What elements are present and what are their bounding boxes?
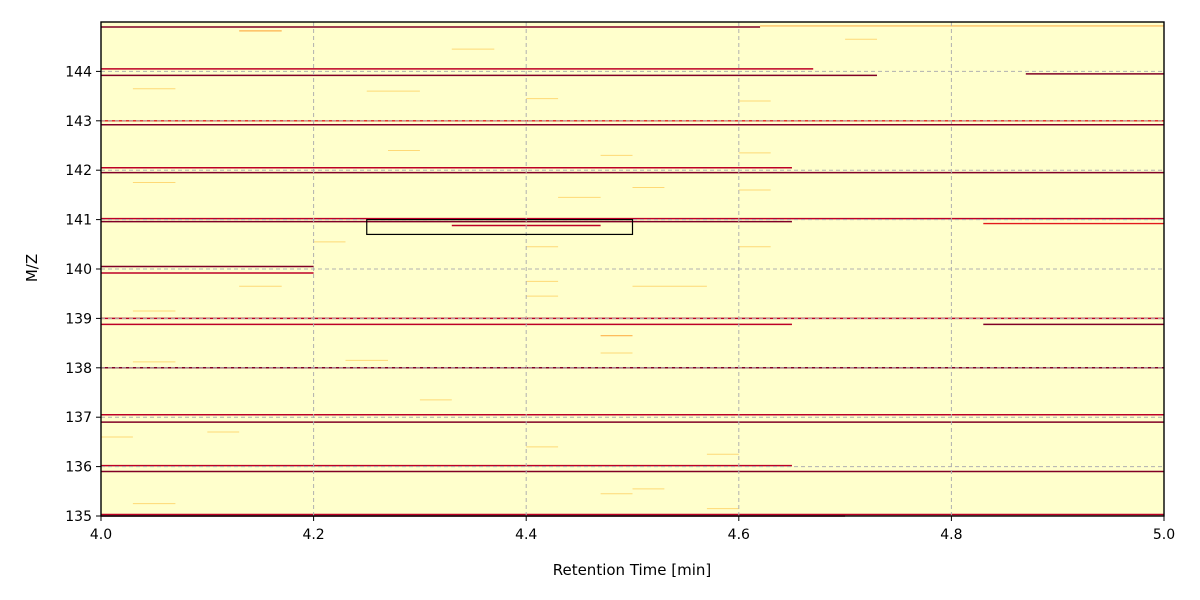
y-tick-label: 142: [65, 163, 92, 179]
y-tick-label: 143: [65, 114, 92, 130]
x-tick-label: 4.2: [302, 527, 324, 543]
x-tick-label: 5.0: [1153, 527, 1175, 543]
x-tick-label: 4.0: [90, 527, 112, 543]
y-axis-title: M/Z: [23, 254, 41, 282]
peak-lines: [101, 25, 1164, 517]
y-tick-label: 141: [65, 213, 92, 229]
highlight-box: [366, 219, 634, 236]
x-tick-label: 4.6: [728, 527, 750, 543]
y-axis-ticks: 135 136 137 138 139 140 141 142 143 144: [65, 64, 101, 525]
y-tick-label: 140: [65, 262, 92, 278]
y-tick-label: 139: [65, 311, 92, 327]
y-tick-label: 138: [65, 361, 92, 377]
y-tick-label: 136: [65, 460, 92, 476]
x-tick-label: 4.8: [940, 527, 962, 543]
x-tick-label: 4.4: [515, 527, 537, 543]
y-tick-label: 137: [65, 410, 92, 426]
y-tick-label: 135: [65, 509, 92, 525]
x-axis-title: Retention Time [min]: [553, 561, 712, 579]
x-axis-ticks: 4.0 4.2 4.4 4.6 4.8 5.0: [90, 516, 1175, 543]
grid-lines: [101, 22, 1164, 516]
y-tick-label: 144: [65, 64, 92, 80]
